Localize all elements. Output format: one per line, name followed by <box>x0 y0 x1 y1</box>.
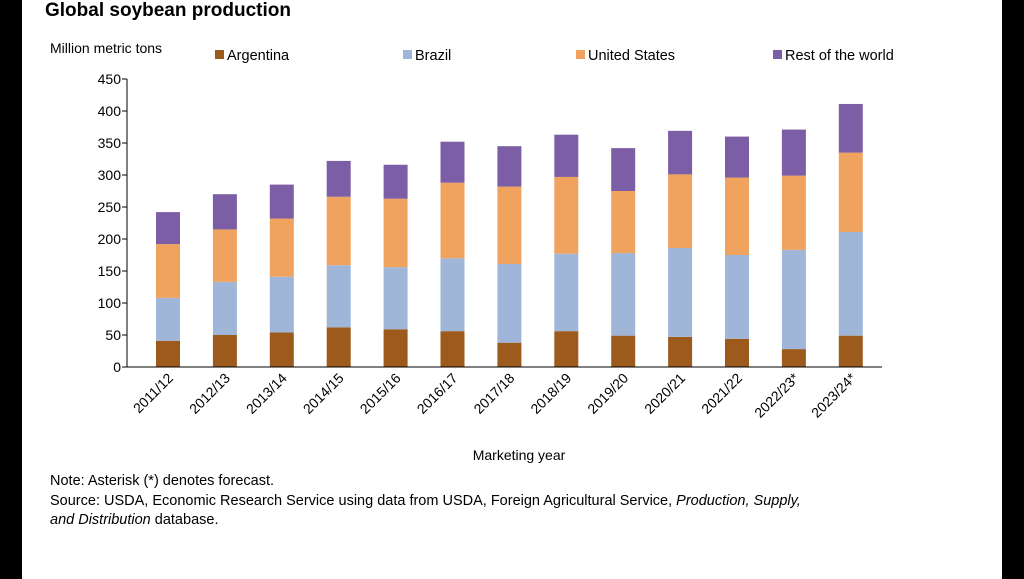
x-tick-label: 2013/14 <box>243 370 290 417</box>
bar-segment-united-states <box>497 186 522 264</box>
source-italic: Production, Supply, <box>676 492 801 509</box>
bar-segment-united-states <box>326 196 351 266</box>
source-line-2: and Distribution database. <box>50 511 930 531</box>
y-tick-label: 300 <box>98 167 122 183</box>
bar-segment-united-states <box>838 152 863 232</box>
bar-segment-united-states <box>668 174 693 248</box>
bar-segment-argentina <box>725 338 749 367</box>
legend-swatch <box>773 50 782 59</box>
legend-swatch <box>215 50 224 59</box>
x-tick-label: 2016/17 <box>414 370 461 417</box>
bar-segment-united-states <box>212 229 237 282</box>
bar-segment-united-states <box>611 191 636 254</box>
bar-segment-rest-of-the-world <box>212 194 237 230</box>
bar-segment-rest-of-the-world <box>497 146 522 187</box>
bar-segment-brazil <box>497 263 522 343</box>
bar-segment-brazil <box>611 253 636 336</box>
bar-segment-argentina <box>554 331 579 367</box>
bar-segment-argentina <box>212 335 237 367</box>
chart-note: Note: Asterisk (*) denotes forecast. Sou… <box>50 472 930 531</box>
x-tick-label: 2022/23* <box>751 369 802 420</box>
x-tick-label: 2021/22 <box>698 370 745 417</box>
legend-label: Brazil <box>415 48 451 64</box>
bar-segment-brazil <box>554 253 579 332</box>
x-axis-label: Marketing year <box>473 447 566 463</box>
bar-segment-united-states <box>383 198 408 268</box>
bar-segment-argentina <box>383 329 408 367</box>
bar-segment-argentina <box>156 340 180 367</box>
bar-segment-rest-of-the-world <box>440 141 465 183</box>
bar-segment-united-states <box>156 244 180 298</box>
bar-segment-brazil <box>269 276 294 333</box>
bar-segment-argentina <box>326 327 351 367</box>
x-tick-label: 2012/13 <box>186 370 233 417</box>
legend-swatch <box>403 50 412 59</box>
y-tick-label: 50 <box>105 327 121 343</box>
bar-segment-argentina <box>781 349 806 367</box>
bar-segment-argentina <box>611 335 636 367</box>
bar-segment-brazil <box>668 247 693 337</box>
bar-segment-united-states <box>554 176 579 254</box>
x-tick-label: 2014/15 <box>300 370 347 417</box>
legend-swatch <box>576 50 585 59</box>
bar-segment-rest-of-the-world <box>725 136 749 178</box>
x-tick-label: 2023/24* <box>808 369 859 420</box>
bar-segment-rest-of-the-world <box>326 160 351 197</box>
y-tick-label: 100 <box>98 295 122 311</box>
x-tick-label: 2019/20 <box>584 370 631 417</box>
y-tick-label: 400 <box>98 103 122 119</box>
bar-segment-brazil <box>838 231 863 336</box>
note-line: Note: Asterisk (*) denotes forecast. <box>50 473 275 489</box>
y-tick-label: 0 <box>113 359 121 375</box>
bar-segment-brazil <box>781 249 806 350</box>
source-italic-2: and Distribution <box>50 512 151 528</box>
legend-label: Argentina <box>227 48 290 64</box>
bar-segment-united-states <box>725 177 749 255</box>
bar-segment-rest-of-the-world <box>611 148 636 191</box>
bar-segment-brazil <box>725 255 749 339</box>
bar-segment-united-states <box>269 218 294 277</box>
y-tick-label: 200 <box>98 231 122 247</box>
x-tick-label: 2020/21 <box>641 370 688 417</box>
bar-segment-argentina <box>497 342 522 367</box>
bar-segment-rest-of-the-world <box>838 103 863 153</box>
x-tick-label: 2017/18 <box>470 370 517 417</box>
bar-segment-argentina <box>440 331 465 367</box>
bar-segment-rest-of-the-world <box>668 130 693 175</box>
bar-segment-united-states <box>440 182 465 259</box>
bar-segment-rest-of-the-world <box>781 129 806 176</box>
legend-label: Rest of the world <box>785 48 894 64</box>
bar-segment-rest-of-the-world <box>383 164 408 199</box>
y-tick-label: 150 <box>98 263 122 279</box>
x-tick-label: 2018/19 <box>527 370 574 417</box>
x-axis: 2011/12 2012/13 2013/14 2014/15 2015/16 2016/… <box>127 366 882 421</box>
bar-segment-united-states <box>781 175 806 250</box>
y-tick-label: 450 <box>98 71 122 87</box>
bar-segment-argentina <box>838 335 863 367</box>
source-text-2: database. <box>150 512 219 528</box>
bar-segment-rest-of-the-world <box>554 134 579 177</box>
y-tick-label: 350 <box>98 135 122 151</box>
y-axis-label: Million metric tons <box>50 40 162 56</box>
legend: Argentina Brazil United States Rest of the … <box>215 48 894 64</box>
bar-segment-rest-of-the-world <box>156 212 180 245</box>
bar-segment-brazil <box>326 265 351 328</box>
legend-label: United States <box>588 48 675 64</box>
bar-segment-rest-of-the-world <box>269 184 294 219</box>
x-tick-label: 2011/12 <box>130 370 177 417</box>
y-tick-label: 250 <box>98 199 122 215</box>
bar-segment-argentina <box>269 332 294 367</box>
y-axis: 0 50 100 150 200 250 300 350 400 450 <box>98 71 128 375</box>
x-tick-label: 2015/16 <box>357 370 404 417</box>
bar-segment-brazil <box>440 258 465 332</box>
bar-segment-brazil <box>383 267 408 330</box>
chart-title: Global soybean production <box>45 0 291 21</box>
bars <box>156 103 863 367</box>
bar-segment-argentina <box>668 336 693 367</box>
source-text: Source: USDA, Economic Research Service … <box>50 492 677 509</box>
bar-segment-brazil <box>156 297 180 341</box>
bar-segment-brazil <box>212 281 237 335</box>
source-line: Source: USDA, Economic Research Service … <box>50 492 930 512</box>
